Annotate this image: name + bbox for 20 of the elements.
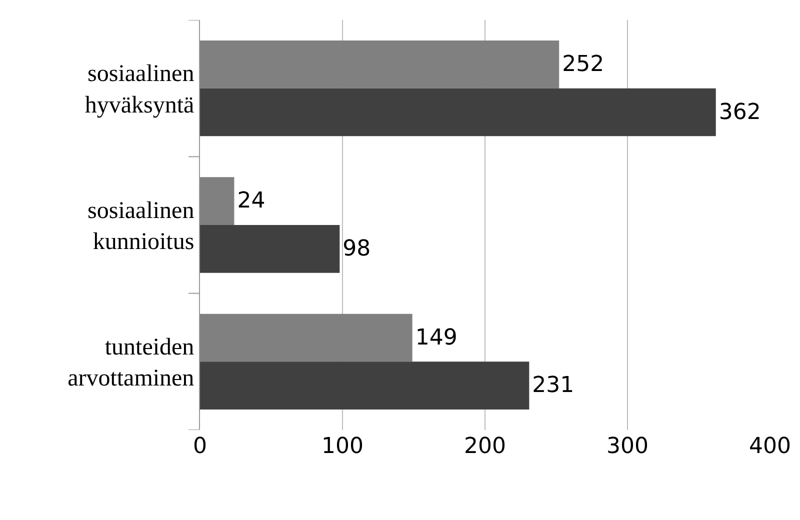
- x-tick-label: 300: [606, 434, 648, 459]
- data-label: 252: [562, 52, 604, 77]
- bar: [200, 225, 340, 273]
- bar: [200, 88, 716, 136]
- data-label: 231: [532, 373, 574, 398]
- data-label: 362: [718, 100, 761, 125]
- bar: [200, 177, 234, 225]
- y-tick-label: sosiaalinen kunnioitus: [88, 198, 194, 255]
- y-tick-label: tunteiden arvottaminen: [68, 334, 194, 392]
- data-label: 149: [415, 325, 458, 350]
- x-tick-label: 0: [193, 434, 207, 459]
- data-label: 98: [342, 236, 371, 262]
- bar: [200, 314, 412, 362]
- x-tick-label: 200: [464, 434, 506, 459]
- x-tick-label: 400: [749, 434, 791, 459]
- bar: [200, 40, 560, 88]
- x-tick-label: 100: [322, 434, 364, 459]
- y-tick-label: sosiaalinen hyväksyntä: [84, 61, 195, 118]
- data-label: 24: [237, 188, 266, 214]
- bar: [200, 362, 530, 410]
